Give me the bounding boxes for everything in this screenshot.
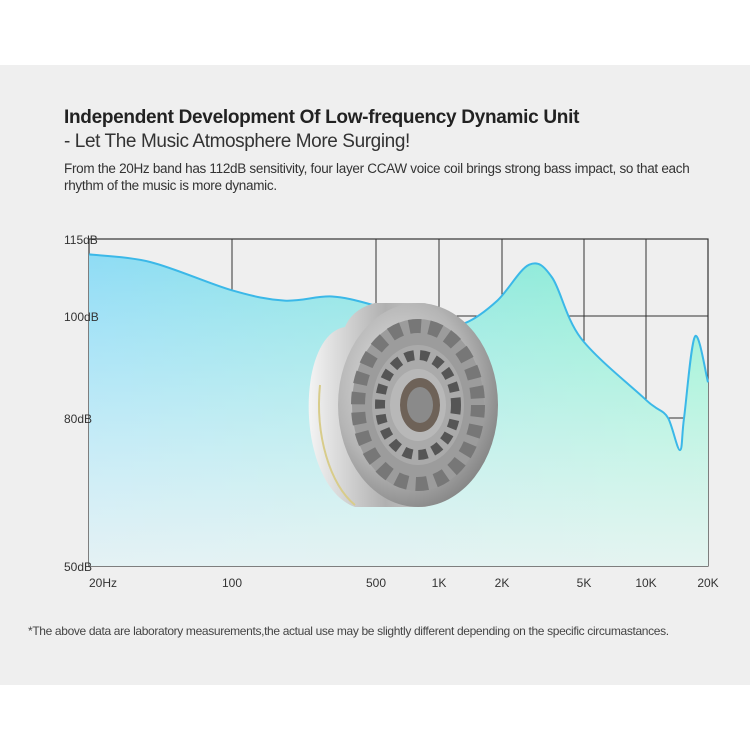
- x-tick-label: 2K: [495, 576, 510, 590]
- x-tick-label: 20Hz: [89, 576, 117, 590]
- x-tick-label: 10K: [635, 576, 656, 590]
- y-tick-label: 115dB: [64, 233, 98, 247]
- x-tick-label: 100: [222, 576, 242, 590]
- page-title: Independent Development Of Low-frequency…: [64, 107, 580, 128]
- footnote: *The above data are laboratory measureme…: [28, 624, 669, 638]
- response-line: [88, 253, 709, 452]
- y-tick-label: 50dB: [64, 560, 92, 574]
- x-tick-label: 500: [366, 576, 386, 590]
- y-tick-label: 100dB: [64, 310, 99, 324]
- x-tick-label: 1K: [432, 576, 447, 590]
- x-tick-label: 20K: [697, 576, 718, 590]
- x-tick-label: 5K: [577, 576, 592, 590]
- y-tick-label: 80dB: [64, 412, 92, 426]
- driver-unit-image: [308, 303, 498, 507]
- description: From the 20Hz band has 112dB sensitivity…: [64, 161, 690, 193]
- page-subtitle: - Let The Music Atmosphere More Surging!: [64, 131, 410, 152]
